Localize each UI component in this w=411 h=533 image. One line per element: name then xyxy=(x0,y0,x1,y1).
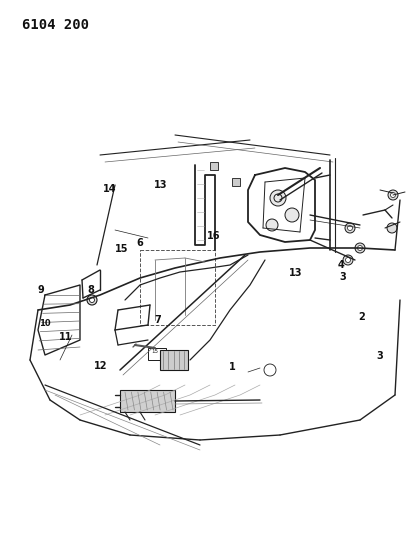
Bar xyxy=(120,390,175,412)
Bar xyxy=(210,162,218,170)
Bar xyxy=(160,350,188,370)
Circle shape xyxy=(87,295,97,305)
Circle shape xyxy=(387,223,397,233)
Bar xyxy=(148,348,166,360)
Text: 2: 2 xyxy=(358,312,365,322)
Bar xyxy=(140,250,215,325)
Bar xyxy=(232,178,240,186)
Text: 14: 14 xyxy=(104,184,117,194)
Text: 12: 12 xyxy=(94,361,107,370)
Circle shape xyxy=(274,194,282,202)
Text: 6: 6 xyxy=(136,238,143,247)
Circle shape xyxy=(270,190,286,206)
Circle shape xyxy=(390,192,395,198)
Text: 11: 11 xyxy=(59,332,72,342)
Circle shape xyxy=(358,246,363,251)
Circle shape xyxy=(285,208,299,222)
Text: 1: 1 xyxy=(229,362,236,372)
Circle shape xyxy=(343,255,353,265)
Text: 6104 200: 6104 200 xyxy=(22,18,89,32)
Text: 7: 7 xyxy=(155,315,162,325)
Text: 9: 9 xyxy=(38,286,44,295)
Text: 10: 10 xyxy=(39,319,51,328)
Text: 13: 13 xyxy=(289,268,302,278)
Text: 15: 15 xyxy=(115,245,128,254)
Text: 16: 16 xyxy=(207,231,220,240)
Text: 3: 3 xyxy=(377,351,383,361)
Circle shape xyxy=(347,225,353,230)
Text: 8: 8 xyxy=(87,286,94,295)
Text: 15: 15 xyxy=(152,349,159,359)
Circle shape xyxy=(345,223,355,233)
Text: 4: 4 xyxy=(338,261,344,270)
Circle shape xyxy=(388,190,398,200)
Text: 3: 3 xyxy=(340,272,346,282)
Circle shape xyxy=(346,257,351,262)
Circle shape xyxy=(266,219,278,231)
Circle shape xyxy=(355,243,365,253)
Circle shape xyxy=(90,297,95,303)
Text: 13: 13 xyxy=(154,181,167,190)
